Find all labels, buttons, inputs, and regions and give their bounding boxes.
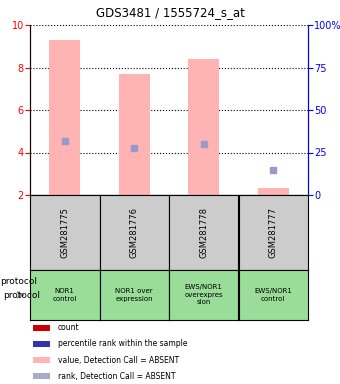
- Text: GDS3481 / 1555724_s_at: GDS3481 / 1555724_s_at: [96, 6, 244, 19]
- Text: percentile rank within the sample: percentile rank within the sample: [58, 339, 187, 349]
- Text: GSM281775: GSM281775: [60, 207, 69, 258]
- Bar: [33, 373, 50, 379]
- Bar: [33, 325, 50, 331]
- Bar: [119, 74, 150, 195]
- Text: NOR1
control: NOR1 control: [53, 288, 77, 302]
- Bar: [33, 357, 50, 363]
- Bar: [188, 59, 219, 195]
- Text: EWS/NOR1
control: EWS/NOR1 control: [254, 288, 292, 302]
- Text: GSM281776: GSM281776: [130, 207, 139, 258]
- Bar: [258, 187, 289, 195]
- Text: count: count: [58, 323, 80, 333]
- Text: rank, Detection Call = ABSENT: rank, Detection Call = ABSENT: [58, 371, 175, 381]
- Text: GSM281777: GSM281777: [269, 207, 278, 258]
- Text: value, Detection Call = ABSENT: value, Detection Call = ABSENT: [58, 356, 179, 364]
- Bar: [49, 40, 80, 195]
- Text: protocol: protocol: [3, 291, 40, 300]
- Bar: [33, 341, 50, 347]
- Text: protocol: protocol: [1, 278, 38, 286]
- Text: GSM281778: GSM281778: [199, 207, 208, 258]
- Text: EWS/NOR1
overexpres
sion: EWS/NOR1 overexpres sion: [184, 285, 223, 306]
- Text: NOR1 over
expression: NOR1 over expression: [116, 288, 153, 302]
